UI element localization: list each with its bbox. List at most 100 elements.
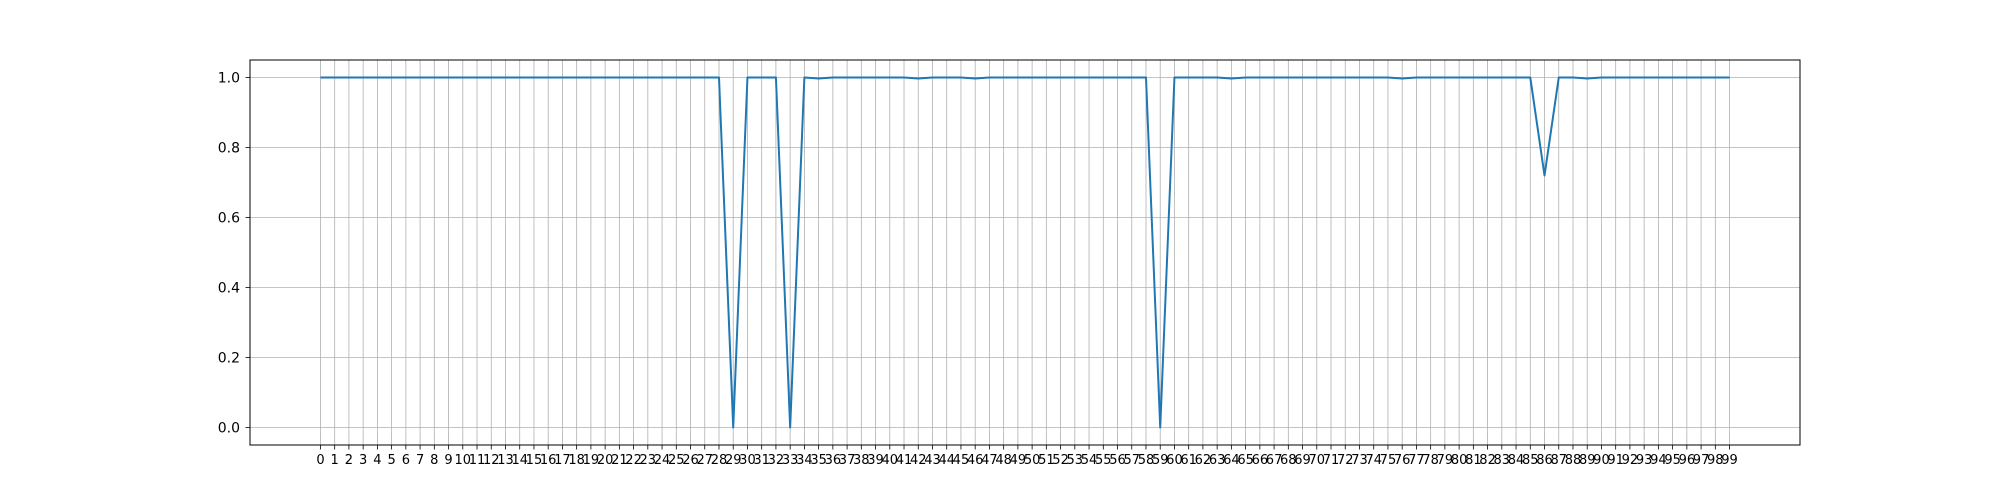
x-tick-label: 25 <box>668 453 685 468</box>
y-tick-label: 0.2 <box>218 351 240 367</box>
x-tick-label: 2 <box>345 453 353 468</box>
x-tick-label: 81 <box>1465 453 1482 468</box>
x-tick-label: 79 <box>1437 453 1454 468</box>
x-tick-label: 48 <box>995 453 1012 468</box>
x-tick-label: 93 <box>1636 453 1653 468</box>
x-tick-label: 42 <box>910 453 927 468</box>
x-tick-label: 71 <box>1323 453 1340 468</box>
x-tick-label: 75 <box>1380 453 1397 468</box>
x-tick-label: 84 <box>1508 453 1525 468</box>
x-tick-label: 35 <box>810 453 827 468</box>
x-tick-label: 65 <box>1237 453 1254 468</box>
x-tick-label: 49 <box>1010 453 1027 468</box>
y-tick-label: 0.0 <box>218 421 240 437</box>
x-tick-label: 13 <box>497 453 514 468</box>
x-tick-label: 14 <box>511 453 528 468</box>
x-tick-label: 22 <box>625 453 642 468</box>
y-tick-label: 1.0 <box>218 71 240 87</box>
x-tick-label: 16 <box>540 453 557 468</box>
x-tick-label: 74 <box>1365 453 1382 468</box>
x-tick-label: 7 <box>416 453 424 468</box>
x-tick-label: 15 <box>526 453 543 468</box>
x-tick-label: 31 <box>753 453 770 468</box>
y-tick-label: 0.8 <box>218 141 240 157</box>
x-tick-label: 3 <box>359 453 367 468</box>
x-tick-label: 97 <box>1693 453 1710 468</box>
x-tick-label: 19 <box>583 453 600 468</box>
x-tick-label: 72 <box>1337 453 1354 468</box>
x-tick-label: 83 <box>1494 453 1511 468</box>
x-tick-label: 86 <box>1536 453 1553 468</box>
x-tick-label: 23 <box>640 453 657 468</box>
x-tick-label: 62 <box>1195 453 1212 468</box>
x-tick-label: 53 <box>1067 453 1084 468</box>
x-tick-label: 90 <box>1593 453 1610 468</box>
x-tick-label: 68 <box>1280 453 1297 468</box>
x-tick-label: 57 <box>1123 453 1140 468</box>
x-tick-label: 47 <box>981 453 998 468</box>
x-tick-label: 24 <box>654 453 671 468</box>
series-line <box>320 76 1730 429</box>
x-tick-label: 96 <box>1679 453 1696 468</box>
x-tick-label: 98 <box>1707 453 1724 468</box>
x-tick-label: 39 <box>867 453 884 468</box>
x-tick-label: 94 <box>1650 453 1667 468</box>
x-tick-label: 76 <box>1394 453 1411 468</box>
x-tick-label: 45 <box>953 453 970 468</box>
x-tick-label: 9 <box>444 453 452 468</box>
x-tick-label: 61 <box>1180 453 1197 468</box>
x-tick-label: 95 <box>1664 453 1681 468</box>
x-tick-label: 70 <box>1309 453 1326 468</box>
x-tick-label: 41 <box>896 453 913 468</box>
x-tick-label: 12 <box>483 453 500 468</box>
x-tick-label: 0 <box>316 453 324 468</box>
x-tick-label: 46 <box>967 453 984 468</box>
x-tick-label: 8 <box>430 453 438 468</box>
x-tick-label: 27 <box>696 453 713 468</box>
x-tick-label: 77 <box>1408 453 1425 468</box>
x-tick-label: 43 <box>924 453 941 468</box>
x-tick-label: 55 <box>1095 453 1112 468</box>
y-tick-label: 0.6 <box>218 211 240 227</box>
x-tick-label: 32 <box>768 453 785 468</box>
x-tick-label: 26 <box>682 453 699 468</box>
x-tick-label: 28 <box>711 453 728 468</box>
x-tick-label: 36 <box>825 453 842 468</box>
axis-ticks: 0 1 2 3 4 5 6 7 8 9 101112131415161718192021222324… <box>218 71 1738 469</box>
x-tick-label: 92 <box>1622 453 1639 468</box>
x-tick-label: 78 <box>1422 453 1439 468</box>
x-tick-label: 30 <box>739 453 756 468</box>
x-tick-label: 63 <box>1209 453 1226 468</box>
x-tick-label: 20 <box>597 453 614 468</box>
x-tick-label: 88 <box>1565 453 1582 468</box>
x-tick-label: 34 <box>796 453 813 468</box>
x-tick-label: 56 <box>1109 453 1126 468</box>
x-tick-label: 21 <box>611 453 628 468</box>
x-tick-label: 87 <box>1550 453 1567 468</box>
x-tick-label: 5 <box>387 453 395 468</box>
x-tick-label: 64 <box>1223 453 1240 468</box>
x-tick-label: 10 <box>455 453 472 468</box>
x-tick-label: 37 <box>839 453 856 468</box>
x-tick-label: 54 <box>1081 453 1098 468</box>
x-tick-label: 67 <box>1266 453 1283 468</box>
x-tick-label: 40 <box>882 453 899 468</box>
x-tick-label: 11 <box>469 453 486 468</box>
x-tick-label: 66 <box>1252 453 1269 468</box>
x-tick-label: 89 <box>1579 453 1596 468</box>
x-tick-label: 73 <box>1351 453 1368 468</box>
x-tick-label: 6 <box>402 453 410 468</box>
x-tick-label: 60 <box>1166 453 1183 468</box>
x-tick-label: 80 <box>1451 453 1468 468</box>
x-tick-label: 1 <box>331 453 339 468</box>
x-tick-label: 99 <box>1721 453 1738 468</box>
axes-frame <box>249 59 1801 446</box>
x-tick-label: 44 <box>938 453 955 468</box>
x-tick-label: 52 <box>1052 453 1069 468</box>
x-tick-label: 18 <box>568 453 585 468</box>
y-tick-label: 0.4 <box>218 281 240 297</box>
x-tick-label: 17 <box>554 453 571 468</box>
x-tick-label: 85 <box>1522 453 1539 468</box>
